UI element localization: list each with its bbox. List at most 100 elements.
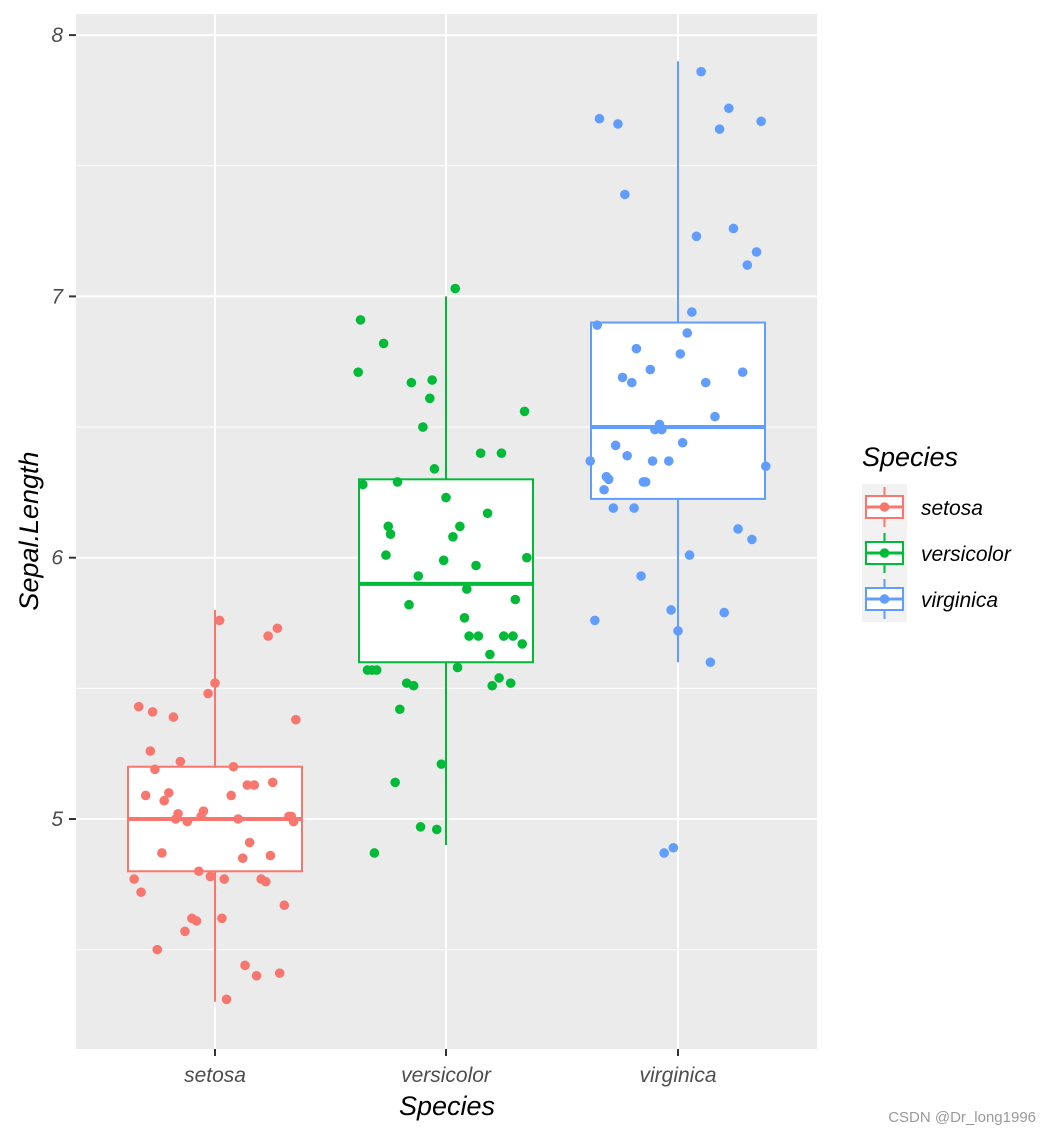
data-point xyxy=(659,848,669,858)
data-point xyxy=(510,594,521,605)
data-point xyxy=(450,283,461,294)
data-point xyxy=(133,701,144,712)
data-point xyxy=(700,377,711,388)
data-point xyxy=(756,116,766,127)
data-point xyxy=(159,795,169,806)
data-point xyxy=(383,521,394,532)
legend-label: virginica xyxy=(921,589,998,612)
data-point xyxy=(710,411,720,422)
data-point xyxy=(291,714,301,725)
data-point xyxy=(429,464,440,474)
data-point xyxy=(517,639,528,649)
y-tick-label: 5 xyxy=(51,808,63,831)
data-point xyxy=(455,521,465,532)
data-point xyxy=(355,315,366,325)
data-point xyxy=(719,607,729,618)
x-tick-label: virginica xyxy=(639,1064,716,1087)
data-point xyxy=(631,343,642,354)
data-point xyxy=(471,560,481,571)
points-versicolor xyxy=(353,283,532,858)
data-point xyxy=(427,375,437,385)
data-point xyxy=(205,871,216,882)
legend-key-point xyxy=(879,502,890,512)
data-point xyxy=(687,307,697,317)
data-point xyxy=(508,631,518,641)
data-point xyxy=(459,612,470,623)
y-tick-label: 8 xyxy=(51,24,63,47)
legend-label: setosa xyxy=(921,497,983,520)
data-point xyxy=(369,848,380,858)
data-point xyxy=(261,876,271,887)
data-point xyxy=(240,960,250,971)
data-point xyxy=(390,777,400,788)
data-point xyxy=(219,874,230,884)
data-point xyxy=(747,534,757,545)
data-point xyxy=(436,759,447,769)
data-point xyxy=(408,680,419,691)
data-point xyxy=(263,631,273,641)
data-point xyxy=(592,320,602,330)
data-point xyxy=(461,584,472,594)
legend: Species setosa versicolor virginica xyxy=(862,442,1012,622)
data-point xyxy=(620,189,630,200)
data-point xyxy=(196,811,206,822)
legend-item-virginica: virginica xyxy=(862,576,998,622)
data-point xyxy=(452,662,463,673)
data-point xyxy=(191,916,202,926)
data-point xyxy=(737,367,748,377)
data-point xyxy=(180,926,190,937)
data-point xyxy=(147,707,158,717)
box-virginica xyxy=(590,61,766,663)
data-point xyxy=(214,615,225,626)
data-point xyxy=(733,524,743,534)
data-point xyxy=(164,788,174,798)
data-point xyxy=(272,623,283,634)
data-point xyxy=(267,777,278,788)
data-point xyxy=(265,850,276,861)
data-point xyxy=(684,550,695,560)
data-point xyxy=(237,853,248,863)
data-point xyxy=(157,848,167,858)
data-point xyxy=(378,338,389,349)
data-point xyxy=(673,626,683,636)
data-point xyxy=(136,887,146,897)
y-tick-label: 7 xyxy=(51,285,64,308)
data-point xyxy=(599,484,609,495)
data-point xyxy=(242,780,253,790)
data-point xyxy=(645,364,656,375)
data-point xyxy=(496,448,507,458)
data-point xyxy=(210,678,220,688)
data-point xyxy=(415,822,426,832)
data-point xyxy=(629,503,639,513)
data-point xyxy=(150,764,160,775)
data-point xyxy=(590,615,600,626)
data-point xyxy=(168,712,179,722)
data-point xyxy=(152,944,163,955)
data-point xyxy=(226,790,236,801)
y-axis-title: Sepal.Length xyxy=(14,451,44,610)
legend-item-setosa: setosa xyxy=(862,484,983,530)
data-point xyxy=(392,477,403,487)
data-point xyxy=(475,448,486,458)
data-point xyxy=(228,761,239,772)
data-point xyxy=(663,456,674,466)
data-point xyxy=(413,571,424,581)
legend-key-point xyxy=(879,548,890,558)
data-point xyxy=(182,816,193,827)
data-point xyxy=(714,124,725,134)
data-point xyxy=(145,746,156,756)
axes: 5 6 7 8 setosa versicolor virginica xyxy=(51,24,716,1087)
data-point xyxy=(441,492,451,503)
data-point xyxy=(482,508,493,519)
legend-keys: setosa versicolor virginica xyxy=(862,484,1012,622)
data-point xyxy=(498,631,509,641)
data-point xyxy=(406,377,417,388)
x-tick-label: versicolor xyxy=(401,1064,492,1087)
box-body xyxy=(590,321,766,500)
data-point xyxy=(668,842,679,853)
data-point xyxy=(244,837,255,848)
data-point xyxy=(682,328,693,338)
data-point xyxy=(194,866,204,877)
data-point xyxy=(627,377,637,388)
data-point xyxy=(217,913,227,924)
